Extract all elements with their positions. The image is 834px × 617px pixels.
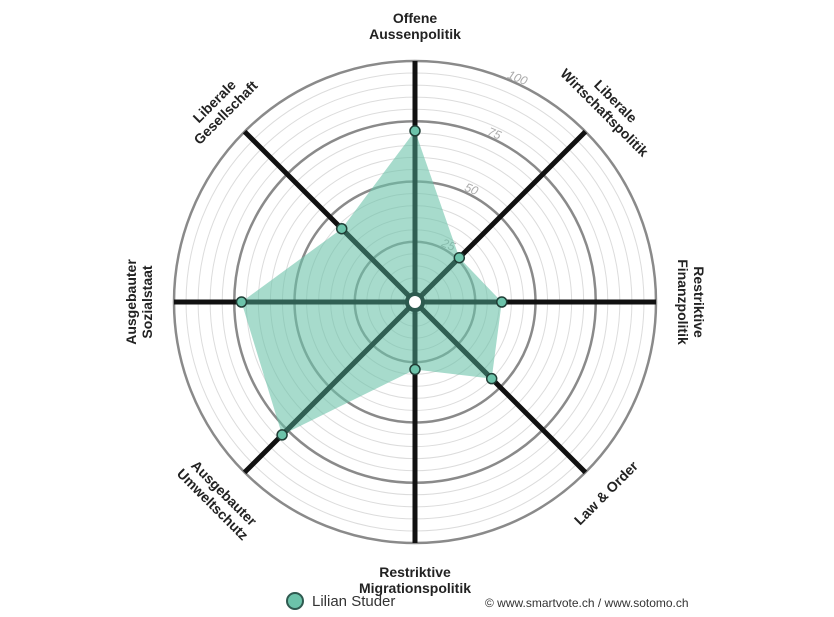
- axis-label: Finanzpolitik: [675, 259, 691, 345]
- axis-label: Migrationspolitik: [359, 580, 471, 596]
- axis-label: Restriktive: [379, 564, 451, 580]
- value-spoke: [413, 255, 462, 304]
- value-spoke: [339, 226, 417, 304]
- tick-label: 100: [506, 68, 530, 89]
- credit-text: © www.smartvote.ch / www.sotomo.ch: [485, 596, 689, 610]
- axis-label: Sozialstaat: [139, 265, 155, 338]
- axis-label-group: Ausgebauter Sozialstaat: [123, 259, 155, 345]
- data-point: [409, 363, 421, 376]
- tick-label: 50: [463, 180, 481, 198]
- value-spoke: [413, 300, 494, 381]
- data-point: [496, 296, 508, 308]
- data-point: [409, 125, 421, 137]
- data-point: [235, 296, 248, 308]
- value-spoke: [280, 300, 417, 437]
- data-point: [453, 251, 466, 264]
- data-point: [485, 372, 498, 385]
- legend-swatch: [286, 592, 304, 610]
- data-point: [335, 222, 348, 235]
- axis-label: Ausgebauter: [123, 259, 139, 345]
- axis-label: Restriktive: [691, 266, 707, 338]
- tick-label: 75: [486, 124, 504, 142]
- series-area: [241, 130, 502, 435]
- center-marker: [405, 292, 425, 312]
- legend-label: Lilian Studer: [312, 592, 396, 610]
- legend: Lilian Studer: [286, 592, 395, 610]
- axis-label: Offene: [393, 10, 438, 26]
- data-point: [276, 429, 288, 441]
- axis-label: Aussenpolitik: [369, 26, 461, 42]
